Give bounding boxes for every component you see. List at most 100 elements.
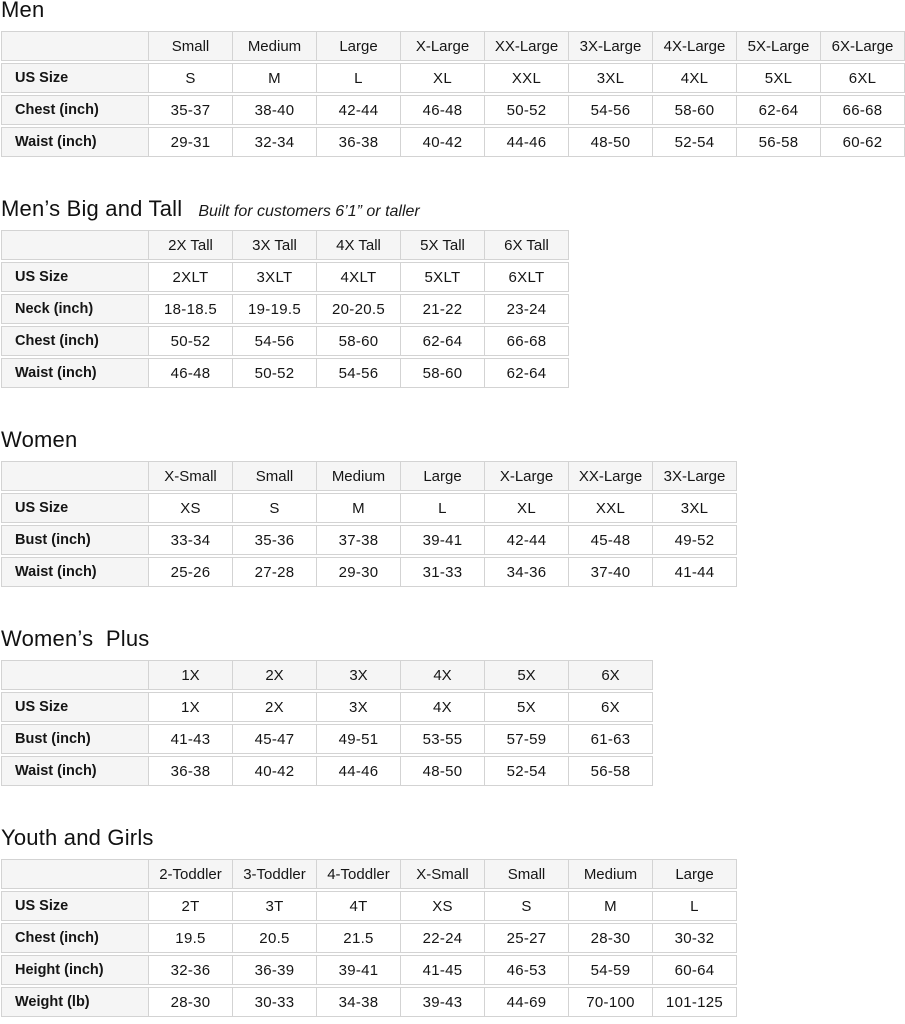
size-cell: 2XLT — [149, 262, 233, 292]
table-row-us-size: US Size 2XLT 3XLT 4XLT 5XLT 6XLT — [1, 262, 569, 292]
size-cell: 34-38 — [317, 987, 401, 1017]
row-label: Bust (inch) — [1, 525, 149, 555]
size-cell: M — [233, 63, 317, 93]
size-cell: 45-47 — [233, 724, 317, 754]
column-header-6x-large: 6X-Large — [821, 31, 905, 61]
row-label: Height (inch) — [1, 955, 149, 985]
row-label: Chest (inch) — [1, 95, 149, 125]
size-cell: 45-48 — [569, 525, 653, 555]
column-header-large: Large — [401, 461, 485, 491]
size-cell: L — [401, 493, 485, 523]
row-label: US Size — [1, 493, 149, 523]
row-label: Waist (inch) — [1, 557, 149, 587]
size-cell: XXL — [485, 63, 569, 93]
column-header-medium: Medium — [317, 461, 401, 491]
corner-cell — [1, 31, 149, 61]
size-cell: 35-36 — [233, 525, 317, 555]
size-cell: 54-56 — [233, 326, 317, 356]
size-cell: 62-64 — [485, 358, 569, 388]
size-cell: S — [149, 63, 233, 93]
size-cell: 34-36 — [485, 557, 569, 587]
column-header-2x: 2X — [233, 660, 317, 690]
column-header-6x-tall: 6X Tall — [485, 230, 569, 260]
size-cell: XS — [401, 891, 485, 921]
column-header-medium: Medium — [233, 31, 317, 61]
column-header-4x-tall: 4X Tall — [317, 230, 401, 260]
table-row-waist-inch: Waist (inch) 36-38 40-42 44-46 48-50 52-54 56-… — [1, 756, 653, 786]
size-cell: 49-51 — [317, 724, 401, 754]
row-label: US Size — [1, 262, 149, 292]
size-cell: 58-60 — [317, 326, 401, 356]
section-title: Women — [1, 427, 78, 452]
size-cell: 50-52 — [485, 95, 569, 125]
column-header-5x: 5X — [485, 660, 569, 690]
size-cell: 20.5 — [233, 923, 317, 953]
size-cell: 60-62 — [821, 127, 905, 157]
section-title: Women’s Plus — [1, 626, 150, 651]
size-cell: 36-39 — [233, 955, 317, 985]
size-cell: 18-18.5 — [149, 294, 233, 324]
size-cell: 32-34 — [233, 127, 317, 157]
size-cell: 22-24 — [401, 923, 485, 953]
section-header: Women’s Plus — [1, 626, 905, 652]
size-table-womens-plus: 1X 2X 3X 4X 5X 6X US Size 1X 2X 3X 4X 5X 6X Bust (inc… — [1, 658, 653, 788]
size-cell: 3XL — [653, 493, 737, 523]
size-cell: 40-42 — [233, 756, 317, 786]
size-cell: 42-44 — [317, 95, 401, 125]
column-header-5x-tall: 5X Tall — [401, 230, 485, 260]
section-youth-and-girls: Youth and Girls 2-Toddler 3-Toddler 4-Toddl… — [0, 825, 905, 1019]
table-row-us-size: US Size 1X 2X 3X 4X 5X 6X — [1, 692, 653, 722]
section-subtitle: Built for customers 6’1” or taller — [198, 203, 420, 220]
column-header-4-toddler: 4-Toddler — [317, 859, 401, 889]
size-cell: 4T — [317, 891, 401, 921]
size-cell: XS — [149, 493, 233, 523]
size-cell: XXL — [569, 493, 653, 523]
size-cell: 50-52 — [149, 326, 233, 356]
size-cell: 37-38 — [317, 525, 401, 555]
size-cell: 31-33 — [401, 557, 485, 587]
size-cell: 4XL — [653, 63, 737, 93]
table-row-neck-inch: Neck (inch) 18-18.5 19-19.5 20-20.5 21-22 23-… — [1, 294, 569, 324]
size-cell: M — [317, 493, 401, 523]
column-header-row: 2-Toddler 3-Toddler 4-Toddler X-Small Small M… — [1, 859, 737, 889]
size-cell: L — [653, 891, 737, 921]
column-header-small: Small — [149, 31, 233, 61]
size-cell: 20-20.5 — [317, 294, 401, 324]
size-cell: 3XLT — [233, 262, 317, 292]
section-title: Youth and Girls — [1, 825, 154, 850]
column-header-3x-tall: 3X Tall — [233, 230, 317, 260]
size-cell: 28-30 — [149, 987, 233, 1017]
table-row-waist-inch: Waist (inch) 25-26 27-28 29-30 31-33 34-36 37-… — [1, 557, 737, 587]
section-mens-big-and-tall: Men’s Big and Tall Built for customers 6’… — [0, 196, 905, 390]
size-cell: 61-63 — [569, 724, 653, 754]
size-cell: 30-33 — [233, 987, 317, 1017]
column-header-xx-large: XX-Large — [569, 461, 653, 491]
column-header-4x: 4X — [401, 660, 485, 690]
size-cell: 6XLT — [485, 262, 569, 292]
row-label: Chest (inch) — [1, 923, 149, 953]
corner-cell — [1, 461, 149, 491]
size-cell: 48-50 — [401, 756, 485, 786]
size-cell: 54-59 — [569, 955, 653, 985]
size-cell: 49-52 — [653, 525, 737, 555]
size-cell: 19-19.5 — [233, 294, 317, 324]
corner-cell — [1, 660, 149, 690]
size-cell: 52-54 — [485, 756, 569, 786]
column-header-x-small: X-Small — [149, 461, 233, 491]
size-cell: 27-28 — [233, 557, 317, 587]
column-header-row: 2X Tall 3X Tall 4X Tall 5X Tall 6X Tall — [1, 230, 569, 260]
section-header: Men — [1, 0, 905, 23]
row-label: US Size — [1, 891, 149, 921]
column-header-large: Large — [653, 859, 737, 889]
size-cell: 2X — [233, 692, 317, 722]
table-row-us-size: US Size 2T 3T 4T XS S M L — [1, 891, 737, 921]
table-row-bust-inch: Bust (inch) 33-34 35-36 37-38 39-41 42-44 45-4… — [1, 525, 737, 555]
size-cell: 39-41 — [401, 525, 485, 555]
column-header-6x: 6X — [569, 660, 653, 690]
size-cell: 66-68 — [485, 326, 569, 356]
size-cell: 62-64 — [737, 95, 821, 125]
row-label: Bust (inch) — [1, 724, 149, 754]
size-cell: 62-64 — [401, 326, 485, 356]
size-cell: S — [233, 493, 317, 523]
